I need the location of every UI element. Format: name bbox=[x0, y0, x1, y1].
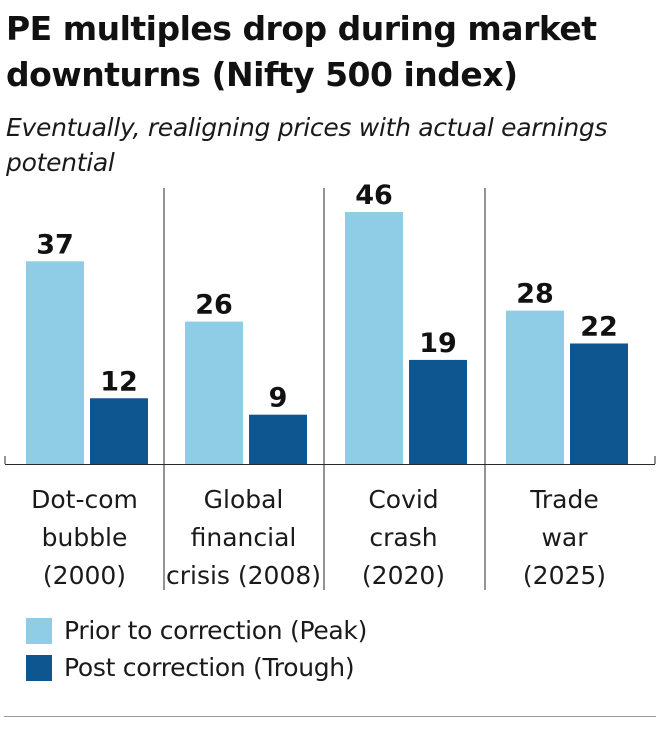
bottom-rule bbox=[4, 716, 656, 717]
legend-swatch-peak bbox=[26, 617, 52, 644]
bar-s1-c2 bbox=[185, 321, 243, 464]
category-label-c4-l3: (2025) bbox=[523, 561, 606, 590]
legend-swatch-trough bbox=[26, 654, 52, 681]
category-label-c4-l1: Trade bbox=[529, 485, 598, 514]
data-label-s2-c2: 9 bbox=[269, 383, 288, 414]
bar-s1-c3 bbox=[345, 212, 403, 464]
category-label-c3-l1: Covid bbox=[368, 485, 438, 514]
bar-chart: 37 26 46 28 12 9 19 22 Dot-com bubble (2000) Global… bbox=[4, 180, 656, 590]
data-label-s2-c4: 22 bbox=[580, 311, 618, 342]
bar-s2-c2 bbox=[249, 414, 307, 464]
bar-s2-c1 bbox=[90, 398, 148, 464]
data-label-s1-c4: 28 bbox=[516, 279, 554, 310]
bar-s1-c4 bbox=[506, 310, 564, 464]
data-label-s1-c3: 46 bbox=[355, 180, 393, 211]
bar-s1-c1 bbox=[26, 261, 84, 464]
category-label-c2-l3: crisis (2008) bbox=[166, 561, 321, 590]
legend: Prior to correction (Peak) Post correcti… bbox=[26, 612, 646, 686]
chart-subtitle: Eventually, realigning prices with actua… bbox=[6, 113, 608, 177]
category-label-c1-l2: bubble bbox=[42, 523, 128, 552]
data-label-s2-c3: 19 bbox=[419, 328, 457, 359]
category-label-c4-l2: war bbox=[541, 523, 588, 552]
category-label-c1-l3: (2000) bbox=[43, 561, 126, 590]
category-label-c1-l1: Dot-com bbox=[31, 485, 138, 514]
bar-s2-c4 bbox=[570, 343, 628, 464]
legend-label-trough: Post correction (Trough) bbox=[64, 652, 355, 682]
legend-label-peak: Prior to correction (Peak) bbox=[64, 615, 368, 645]
data-label-s2-c1: 12 bbox=[100, 366, 138, 397]
category-label-c3-l2: crash bbox=[369, 523, 437, 552]
bar-s2-c3 bbox=[409, 359, 467, 464]
chart-title: PE multiples drop during market downturn… bbox=[6, 9, 597, 94]
data-label-s1-c2: 26 bbox=[195, 290, 233, 321]
category-label-c2-l1: Global bbox=[204, 485, 284, 514]
category-label-c3-l3: (2020) bbox=[362, 561, 445, 590]
legend-item-trough: Post correction (Trough) bbox=[26, 649, 646, 686]
data-label-s1-c1: 37 bbox=[36, 229, 74, 260]
legend-item-peak: Prior to correction (Peak) bbox=[26, 612, 646, 649]
category-label-c2-l2: financial bbox=[191, 523, 297, 552]
